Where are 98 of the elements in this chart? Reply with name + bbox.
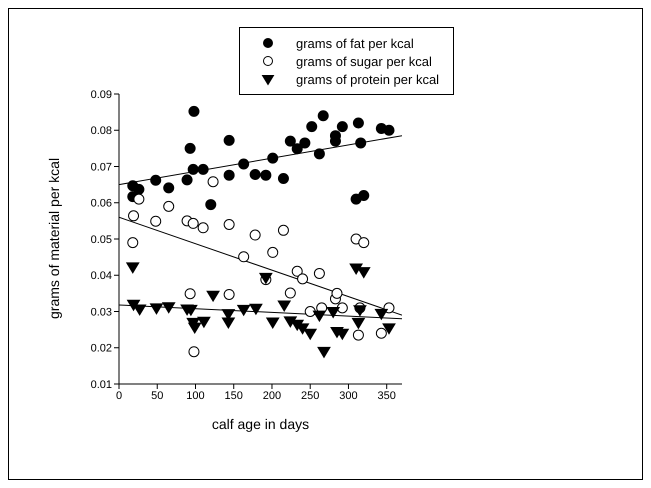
legend-label: grams of protein per kcal [296,72,440,86]
point [163,182,174,194]
point [358,237,370,248]
point [163,200,174,212]
point [304,306,316,317]
point [278,224,289,236]
point [150,216,162,227]
point [304,328,317,340]
legend-label: grams of fat per kcal [296,36,414,50]
point [306,121,318,132]
point [188,346,200,358]
point [238,251,250,262]
point [326,307,340,318]
point [184,142,196,154]
point [355,137,366,148]
point [198,222,209,234]
y-tick-label: 0.03 [90,306,112,318]
point [350,264,363,274]
point [314,268,325,279]
point [352,330,364,341]
point [278,172,289,184]
point [126,262,140,274]
point [297,273,308,284]
point [317,346,330,358]
x-tick-label: 250 [301,390,320,402]
point [382,323,396,334]
point [133,304,146,316]
point [278,300,291,312]
point [182,174,193,186]
point [162,302,176,314]
y-tick-label: 0.04 [90,270,112,282]
point [133,194,144,205]
point [336,302,348,314]
point [188,106,200,117]
point [292,143,303,154]
point [224,288,235,300]
point [224,170,235,181]
point [292,266,303,277]
point [128,210,140,222]
point [188,218,199,229]
point [250,230,261,241]
y-tick-label: 0.09 [90,88,112,101]
legend-label: grams of sugar per kcal [296,54,432,68]
point [284,136,296,147]
y-tick-label: 0.01 [90,378,112,391]
point [133,184,144,195]
point [266,318,280,329]
point [267,152,278,164]
point [299,137,310,148]
point [238,158,250,170]
point [224,134,235,146]
x-tick-label: 100 [186,390,205,402]
point [208,176,219,188]
point [206,290,220,302]
x-tick-label: 200 [262,390,282,402]
point [358,190,370,201]
point [188,322,202,334]
point [357,267,370,278]
point [150,303,163,314]
point [205,199,216,210]
point [336,121,348,132]
y-tick-label: 0.07 [90,161,112,174]
point [150,174,162,186]
point [188,164,199,175]
y-tick-label: 0.08 [90,125,112,138]
point [184,288,196,300]
x-tick-label: 0 [116,390,122,402]
point [314,148,325,160]
point [318,110,329,122]
point [376,328,387,339]
y-tick-label: 0.05 [90,234,112,246]
point [352,118,364,128]
x-tick-label: 150 [224,390,243,402]
point [260,170,272,181]
point [267,246,278,258]
x-tick-label: 350 [378,390,396,402]
y-tick-label: 0.02 [90,342,112,355]
point [249,304,262,315]
point [284,288,296,299]
y-axis-title: grams of material per kcal [46,158,62,319]
point [331,288,342,299]
x-axis-title: calf age in days [212,416,310,432]
x-tick-label: 50 [151,390,164,402]
x-tick-label: 300 [339,390,358,402]
point [383,302,394,314]
point [222,318,235,329]
y-tick-label: 0.06 [90,198,112,210]
point [312,310,326,322]
point [383,124,394,136]
point [237,304,250,316]
point [127,237,138,248]
point [197,316,210,328]
point [224,219,235,230]
point [250,168,261,180]
point [353,305,366,316]
point [198,164,209,175]
point [352,318,365,329]
point [374,308,388,320]
